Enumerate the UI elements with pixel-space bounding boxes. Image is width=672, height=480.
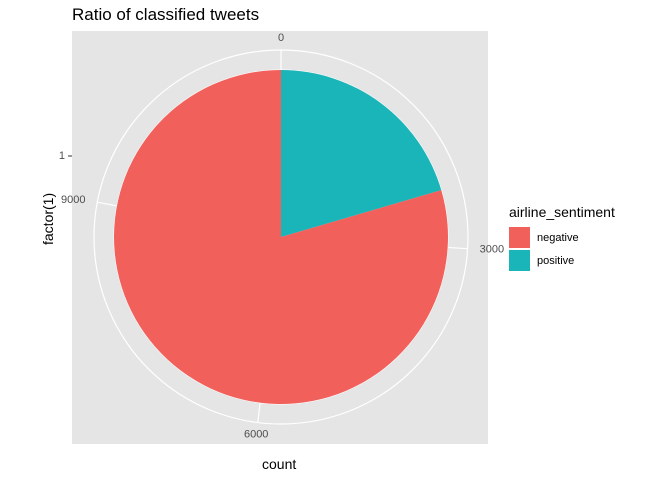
legend-item-positive: positive [509, 249, 615, 272]
legend: airline_sentiment negative positive [509, 204, 615, 272]
x-axis-label: count [262, 456, 297, 472]
legend-swatch-positive [509, 250, 530, 271]
theta-tick-label-6000: 6000 [244, 428, 268, 440]
theta-tick-label-0: 0 [278, 32, 284, 44]
y-tick-label: 1 [59, 150, 65, 162]
pie-slice-negative [114, 70, 449, 404]
chart-title: Ratio of classified tweets [72, 5, 260, 24]
legend-item-negative: negative [509, 226, 615, 249]
legend-label-negative: negative [537, 231, 579, 244]
theta-tick-label-9000: 9000 [61, 194, 85, 206]
legend-label-positive: positive [537, 254, 575, 267]
y-axis-label: factor(1) [40, 192, 56, 245]
legend-title: airline_sentiment [509, 204, 615, 220]
legend-swatch-negative [509, 227, 530, 248]
theta-tick-label-3000: 3000 [480, 243, 504, 255]
pie-slice-positive [281, 70, 442, 237]
